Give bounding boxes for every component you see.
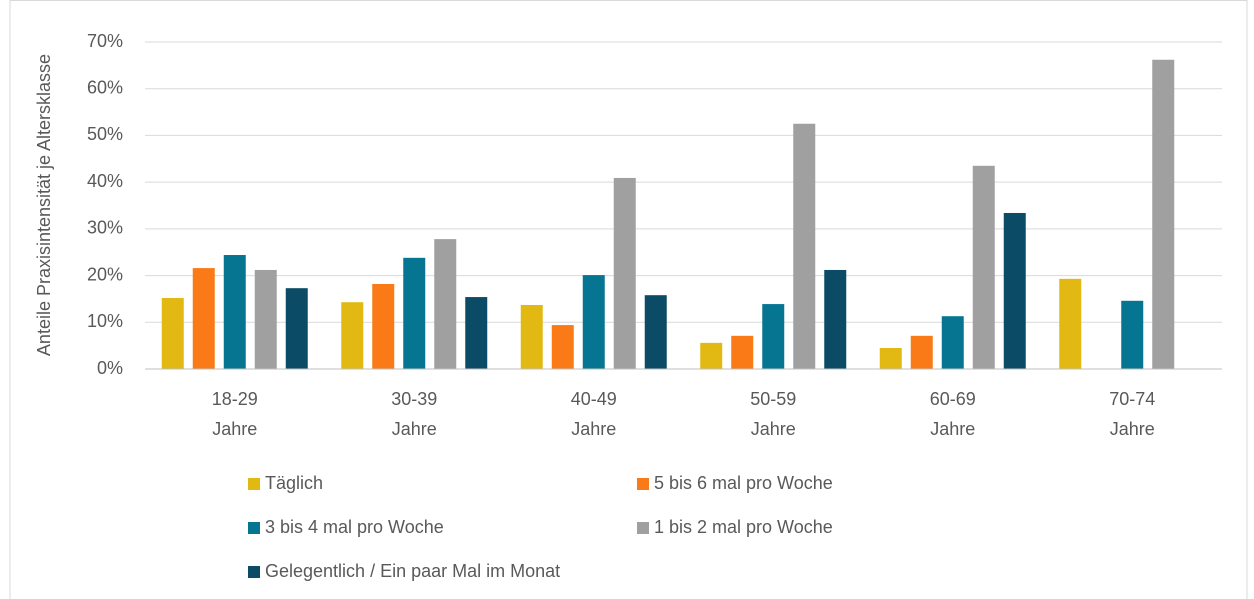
legend-label: Gelegentlich / Ein paar Mal im Monat xyxy=(265,561,560,581)
bar xyxy=(403,257,426,369)
bar xyxy=(582,275,605,369)
x-tick-label: Jahre xyxy=(1110,419,1155,439)
y-tick-label: 30% xyxy=(87,218,123,238)
y-tick-label: 50% xyxy=(87,124,123,144)
bar xyxy=(910,335,933,369)
x-tick-label: Jahre xyxy=(571,419,616,439)
bar xyxy=(762,304,785,369)
bar xyxy=(520,305,543,369)
bar xyxy=(941,316,964,369)
bar xyxy=(465,297,488,369)
x-tick-label: 50-59 xyxy=(750,389,796,409)
legend-swatch xyxy=(637,478,649,490)
x-tick-label: Jahre xyxy=(930,419,975,439)
bar xyxy=(824,269,847,369)
legend-label: 1 bis 2 mal pro Woche xyxy=(654,517,833,537)
bar xyxy=(793,123,816,369)
x-tick-label: 18-29 xyxy=(212,389,258,409)
bar xyxy=(434,239,457,369)
legend-label: Täglich xyxy=(265,473,323,493)
bar xyxy=(341,302,364,369)
y-axis-label: Anteile Praxisintensität je Altersklasse xyxy=(34,54,54,356)
y-tick-label: 40% xyxy=(87,171,123,191)
x-tick-label: 60-69 xyxy=(930,389,976,409)
legend-swatch xyxy=(248,522,260,534)
x-tick-label: 70-74 xyxy=(1109,389,1155,409)
x-tick-label: Jahre xyxy=(751,419,796,439)
bar xyxy=(1059,278,1082,369)
bar xyxy=(731,335,754,369)
bar xyxy=(972,165,995,369)
x-tick-label: Jahre xyxy=(392,419,437,439)
legend-swatch xyxy=(637,522,649,534)
y-tick-label: 10% xyxy=(87,311,123,331)
x-tick-label: 30-39 xyxy=(391,389,437,409)
legend-label: 5 bis 6 mal pro Woche xyxy=(654,473,833,493)
bar xyxy=(700,342,723,369)
x-tick-label: Jahre xyxy=(212,419,257,439)
chart-frame xyxy=(9,0,1248,599)
y-tick-label: 60% xyxy=(87,77,123,97)
bar xyxy=(285,288,308,369)
bar xyxy=(223,255,246,369)
bar xyxy=(254,269,277,369)
bar xyxy=(1003,212,1026,369)
y-tick-label: 0% xyxy=(97,358,123,378)
bar xyxy=(1121,300,1144,369)
bar xyxy=(879,347,902,369)
legend-swatch xyxy=(248,478,260,490)
bar xyxy=(644,295,667,369)
bar xyxy=(372,283,395,369)
bar xyxy=(1152,59,1175,369)
y-tick-label: 20% xyxy=(87,264,123,284)
bar xyxy=(551,325,574,369)
x-tick-label: 40-49 xyxy=(571,389,617,409)
bar xyxy=(192,268,215,369)
bar xyxy=(161,297,184,369)
bar xyxy=(613,177,636,369)
legend-label: 3 bis 4 mal pro Woche xyxy=(265,517,444,537)
legend-swatch xyxy=(248,566,260,578)
y-tick-label: 70% xyxy=(87,31,123,51)
